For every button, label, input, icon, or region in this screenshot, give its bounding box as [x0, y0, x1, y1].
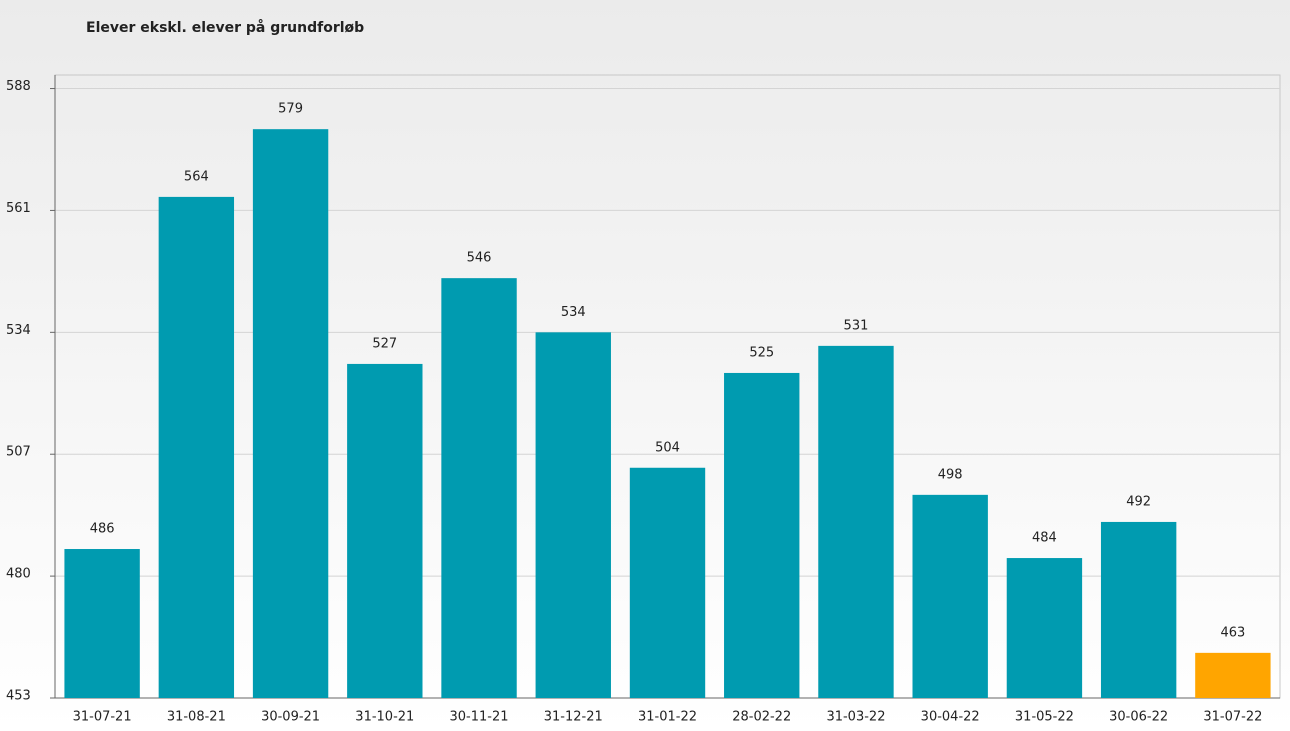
bar	[347, 363, 423, 698]
data-label: 546	[467, 251, 492, 266]
x-tick-label: 31-08-21	[167, 710, 226, 725]
data-label: 525	[749, 345, 774, 360]
data-label: 564	[184, 169, 209, 184]
x-tick-label: 31-05-22	[1015, 710, 1074, 725]
y-tick-label: 453	[6, 689, 31, 704]
y-tick-label: 480	[6, 567, 31, 582]
y-tick-label: 534	[6, 323, 31, 338]
x-tick-label: 31-12-21	[544, 710, 603, 725]
data-label: 534	[561, 305, 586, 320]
x-tick-label: 30-11-21	[450, 710, 509, 725]
data-label: 463	[1220, 625, 1245, 640]
bar	[252, 129, 329, 698]
data-label: 486	[90, 522, 115, 537]
y-tick-label: 561	[6, 201, 31, 216]
y-tick-label: 588	[6, 79, 31, 94]
bar	[629, 467, 706, 698]
data-label: 579	[278, 102, 303, 117]
data-label: 498	[938, 467, 963, 482]
bar	[912, 494, 988, 698]
x-tick-label: 31-03-22	[826, 710, 885, 725]
x-tick-label: 30-09-21	[261, 710, 320, 725]
chart-title: Elever ekskl. elever på grundforløb	[86, 19, 364, 36]
x-tick-label: 31-07-21	[73, 710, 132, 725]
x-tick-label: 30-06-22	[1109, 710, 1168, 725]
bar	[1006, 558, 1083, 698]
data-label: 484	[1032, 531, 1057, 546]
bar	[724, 372, 800, 698]
bar	[535, 332, 611, 698]
y-tick-label: 507	[6, 445, 31, 460]
data-label: 527	[372, 336, 397, 351]
x-tick-label: 31-07-22	[1203, 710, 1262, 725]
data-label: 504	[655, 440, 680, 455]
x-tick-label: 30-04-22	[921, 710, 980, 725]
bar	[64, 549, 140, 698]
x-tick-label: 28-02-22	[732, 710, 791, 725]
data-label: 531	[844, 318, 869, 333]
data-label: 492	[1126, 494, 1151, 509]
x-tick-label: 31-10-21	[355, 710, 414, 725]
bar	[441, 278, 517, 698]
x-tick-label: 31-01-22	[638, 710, 697, 725]
bar	[818, 345, 894, 698]
bar	[1100, 521, 1177, 698]
bar	[1195, 652, 1271, 698]
bar	[158, 196, 235, 699]
